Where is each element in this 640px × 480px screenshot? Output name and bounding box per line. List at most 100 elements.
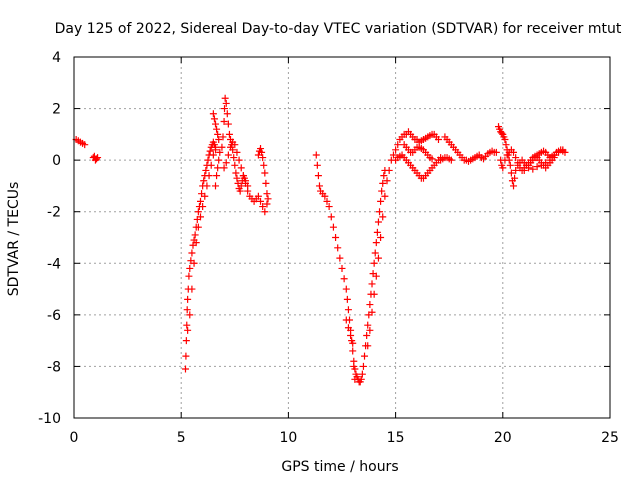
data-point bbox=[498, 129, 506, 137]
data-point bbox=[231, 161, 239, 169]
x-axis-label: GPS time / hours bbox=[281, 459, 398, 475]
x-tick-label: 0 bbox=[70, 430, 79, 446]
data-point bbox=[492, 148, 500, 156]
data-point bbox=[343, 295, 351, 303]
data-point bbox=[222, 99, 230, 107]
data-point bbox=[209, 151, 217, 159]
data-point bbox=[220, 117, 228, 125]
data-point bbox=[533, 163, 541, 171]
data-point bbox=[216, 148, 224, 156]
data-point bbox=[327, 213, 335, 221]
data-point bbox=[182, 337, 190, 345]
data-point bbox=[394, 141, 402, 149]
data-point bbox=[370, 259, 378, 267]
data-point bbox=[358, 370, 366, 378]
data-point bbox=[181, 365, 189, 373]
data-point bbox=[214, 130, 222, 138]
data-point bbox=[389, 151, 397, 159]
data-point bbox=[182, 352, 190, 360]
data-point bbox=[344, 324, 352, 332]
data-point bbox=[214, 164, 222, 172]
data-point bbox=[368, 308, 376, 316]
data-point bbox=[221, 105, 229, 113]
data-point bbox=[254, 192, 262, 200]
x-tick-label: 15 bbox=[387, 430, 405, 446]
data-point bbox=[510, 148, 518, 156]
data-point bbox=[321, 192, 329, 200]
data-point bbox=[529, 165, 537, 173]
data-point bbox=[210, 115, 218, 123]
data-point bbox=[373, 228, 381, 236]
data-point bbox=[209, 110, 217, 118]
y-tick-label: 0 bbox=[52, 153, 61, 169]
data-point bbox=[381, 192, 389, 200]
data-point bbox=[257, 197, 265, 205]
data-point bbox=[225, 130, 233, 138]
data-point bbox=[334, 244, 342, 252]
data-point bbox=[349, 347, 357, 355]
data-point bbox=[257, 145, 265, 153]
data-point bbox=[224, 120, 232, 128]
data-point bbox=[561, 148, 569, 156]
y-axis-label: SDTVAR / TECUs bbox=[6, 182, 22, 297]
axis-ticks: 0 5 10 15 20 25 -10 -8 -6 -4 -2 0 2 4 bbox=[38, 50, 619, 446]
data-point bbox=[230, 154, 238, 162]
data-point bbox=[520, 166, 528, 174]
data-point bbox=[261, 169, 269, 177]
data-point bbox=[368, 280, 376, 288]
data-point bbox=[372, 239, 380, 247]
data-point bbox=[359, 362, 367, 370]
data-point bbox=[235, 156, 243, 164]
data-point bbox=[364, 342, 372, 350]
data-point bbox=[379, 213, 387, 221]
data-point bbox=[183, 306, 191, 314]
data-point bbox=[213, 125, 221, 133]
data-point bbox=[371, 249, 379, 257]
data-point bbox=[510, 182, 518, 190]
plot-frame bbox=[73, 56, 611, 419]
data-point bbox=[185, 272, 193, 280]
data-point bbox=[501, 136, 509, 144]
data-point bbox=[242, 177, 250, 185]
data-point bbox=[237, 182, 245, 190]
data-point bbox=[379, 179, 387, 187]
data-point bbox=[512, 166, 520, 174]
data-point bbox=[204, 156, 212, 164]
data-point bbox=[377, 197, 385, 205]
data-point bbox=[329, 223, 337, 231]
data-point bbox=[258, 148, 266, 156]
data-point bbox=[81, 141, 89, 149]
data-point bbox=[261, 208, 269, 216]
data-point bbox=[194, 208, 202, 216]
data-point bbox=[218, 143, 226, 151]
data-point bbox=[537, 161, 545, 169]
y-tick-label: -10 bbox=[38, 411, 61, 427]
y-tick-label: -6 bbox=[47, 308, 61, 324]
data-point bbox=[232, 169, 240, 177]
data-point bbox=[507, 169, 515, 177]
data-point bbox=[338, 264, 346, 272]
data-point bbox=[192, 239, 200, 247]
data-point bbox=[94, 154, 102, 162]
data-point bbox=[502, 141, 510, 149]
x-tick-label: 25 bbox=[601, 430, 619, 446]
data-point bbox=[550, 151, 558, 159]
y-tick-label: -4 bbox=[47, 256, 61, 272]
y-tick-label: -8 bbox=[47, 359, 61, 375]
data-point bbox=[200, 177, 208, 185]
data-point bbox=[183, 321, 191, 329]
data-point bbox=[357, 375, 365, 383]
data-point bbox=[201, 192, 209, 200]
data-point bbox=[196, 197, 204, 205]
data-point bbox=[233, 148, 241, 156]
data-point bbox=[233, 174, 241, 182]
data-point bbox=[191, 231, 199, 239]
data-point bbox=[188, 285, 196, 293]
data-point bbox=[342, 285, 350, 293]
data-point bbox=[221, 94, 229, 102]
data-point bbox=[363, 331, 371, 339]
data-point bbox=[351, 375, 359, 383]
x-tick-label: 10 bbox=[279, 430, 297, 446]
data-point bbox=[506, 161, 514, 169]
data-point bbox=[263, 200, 271, 208]
